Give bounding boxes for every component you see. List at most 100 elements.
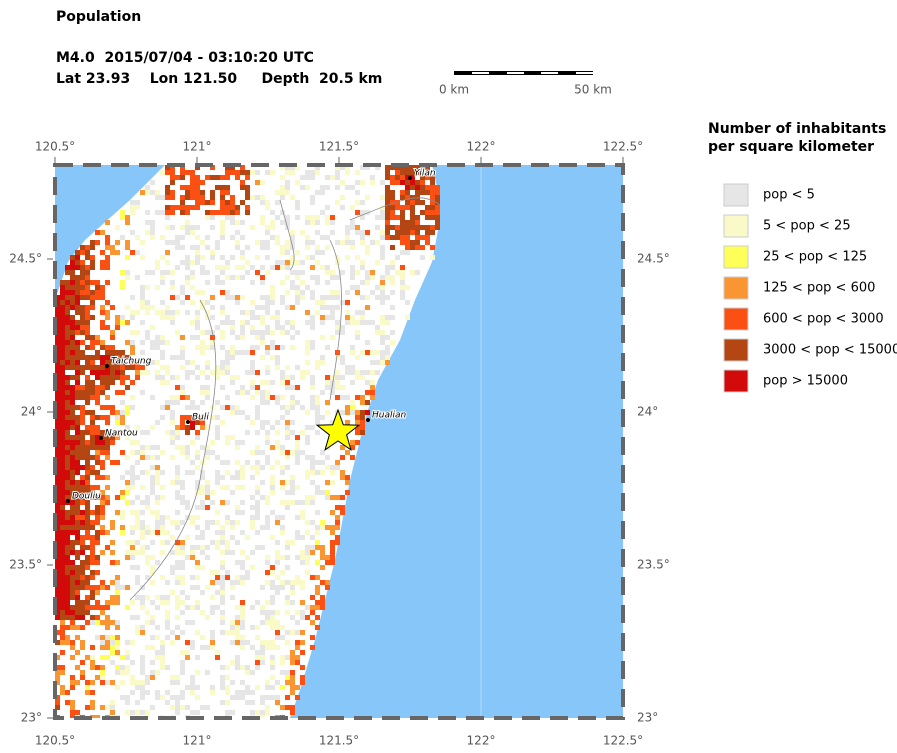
population-cell [205, 705, 210, 710]
population-cell [190, 585, 195, 590]
population-cell [305, 255, 310, 260]
population-cell [255, 430, 260, 435]
population-cell [310, 290, 315, 295]
population-cell [260, 420, 265, 425]
population-cell [215, 185, 220, 190]
population-cell [275, 575, 280, 580]
population-cell [130, 350, 135, 355]
population-cell [235, 300, 240, 305]
population-cell [140, 685, 145, 690]
population-cell [400, 295, 405, 300]
population-cell [70, 505, 75, 510]
population-cell [405, 185, 410, 190]
population-cell [410, 215, 415, 220]
population-cell [120, 270, 125, 275]
population-cell [90, 245, 95, 250]
population-cell [285, 435, 290, 440]
population-cell [125, 405, 130, 410]
population-cell [285, 305, 290, 310]
population-cell [280, 570, 285, 575]
population-cell [305, 615, 310, 620]
population-cell [290, 260, 295, 265]
population-cell [340, 385, 345, 390]
population-cell [125, 305, 130, 310]
population-cell [95, 615, 100, 620]
population-cell [230, 595, 235, 600]
population-cell [55, 365, 60, 370]
population-cell [180, 195, 185, 200]
population-cell [185, 295, 190, 300]
population-cell [115, 375, 120, 380]
population-cell [315, 575, 320, 580]
population-cell [285, 600, 290, 605]
population-cell [155, 370, 160, 375]
population-cell [165, 210, 170, 215]
population-cell [200, 350, 205, 355]
population-cell [270, 210, 275, 215]
population-cell [260, 195, 265, 200]
population-cell [70, 460, 75, 465]
population-cell [60, 495, 65, 500]
population-cell [55, 320, 60, 325]
population-cell [240, 575, 245, 580]
population-cell [270, 285, 275, 290]
population-cell [285, 275, 290, 280]
population-cell [220, 665, 225, 670]
population-cell [290, 475, 295, 480]
population-cell [390, 215, 395, 220]
population-cell [315, 545, 320, 550]
population-cell [285, 240, 290, 245]
legend-title: per square kilometer [708, 139, 874, 155]
population-cell [305, 550, 310, 555]
population-cell [100, 345, 105, 350]
population-cell [125, 270, 130, 275]
population-cell [225, 165, 230, 170]
population-cell [65, 380, 70, 385]
population-cell [295, 385, 300, 390]
population-cell [65, 535, 70, 540]
population-cell [160, 310, 165, 315]
population-cell [300, 375, 305, 380]
population-cell [120, 510, 125, 515]
population-cell [135, 565, 140, 570]
population-cell [175, 425, 180, 430]
population-cell [90, 415, 95, 420]
population-cell [55, 400, 60, 405]
population-cell [235, 460, 240, 465]
population-cell [300, 665, 305, 670]
population-cell [60, 630, 65, 635]
population-cell [300, 640, 305, 645]
population-cell [70, 315, 75, 320]
population-cell [110, 410, 115, 415]
population-cell [285, 630, 290, 635]
population-cell [65, 340, 70, 345]
population-cell [205, 270, 210, 275]
population-cell [95, 425, 100, 430]
population-cell [105, 280, 110, 285]
population-cell [60, 585, 65, 590]
population-cell [190, 300, 195, 305]
population-cell [175, 235, 180, 240]
population-cell [85, 245, 90, 250]
population-cell [285, 365, 290, 370]
population-cell [200, 345, 205, 350]
population-cell [240, 500, 245, 505]
population-cell [210, 450, 215, 455]
population-cell [205, 330, 210, 335]
population-cell [75, 465, 80, 470]
population-cell [145, 445, 150, 450]
population-cell [310, 520, 315, 525]
population-cell [320, 315, 325, 320]
population-cell [230, 475, 235, 480]
population-cell [100, 515, 105, 520]
legend-swatch [723, 183, 749, 207]
population-cell [90, 255, 95, 260]
population-cell [255, 600, 260, 605]
population-cell [365, 230, 370, 235]
population-cell [110, 370, 115, 375]
population-cell [430, 215, 435, 220]
population-cell [355, 200, 360, 205]
population-cell [365, 195, 370, 200]
population-cell [220, 405, 225, 410]
population-cell [365, 210, 370, 215]
